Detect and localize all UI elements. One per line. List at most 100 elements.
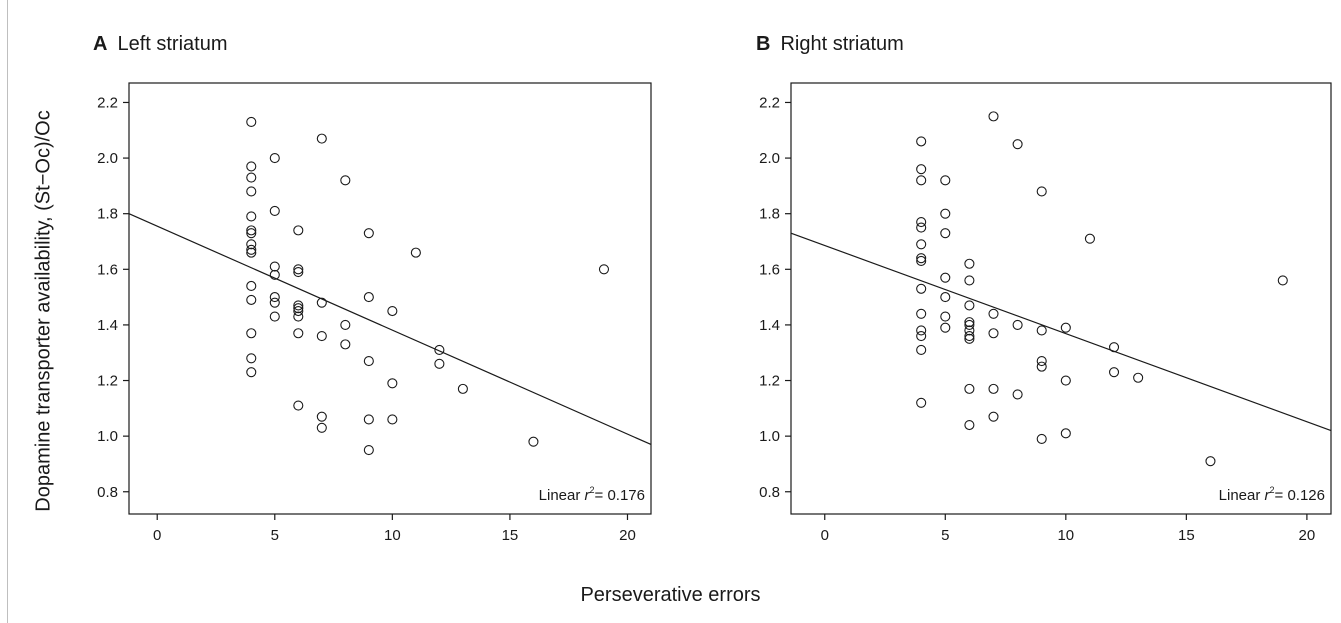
data-point	[988, 383, 999, 394]
data-point	[528, 436, 539, 447]
data-point	[246, 161, 257, 172]
panel-title-text: Right striatum	[780, 33, 903, 55]
data-point	[988, 308, 999, 319]
data-point	[363, 356, 374, 367]
data-point	[246, 367, 257, 378]
y-tick-label: 1.4	[759, 317, 780, 334]
data-point	[964, 419, 975, 431]
data-point	[269, 297, 280, 308]
annotation-r: r	[585, 487, 591, 504]
panel-letter: A	[93, 33, 107, 55]
data-point	[1108, 367, 1120, 378]
data-point	[916, 222, 927, 233]
data-point	[293, 305, 304, 317]
data-point	[246, 294, 257, 305]
data-point	[269, 292, 280, 303]
data-point	[916, 239, 927, 250]
x-tick-label: 10	[1057, 527, 1074, 544]
x-axis-label: Perseverative errors	[580, 584, 761, 606]
data-point	[363, 228, 374, 239]
x-tick-label: 0	[821, 527, 829, 544]
data-point	[363, 444, 374, 456]
data-point	[964, 258, 975, 269]
y-tick-label: 1.6	[97, 261, 118, 278]
data-point	[940, 311, 951, 322]
regression-line	[128, 213, 652, 446]
data-point	[293, 267, 304, 278]
data-point	[340, 339, 351, 350]
data-point	[916, 397, 927, 408]
data-point	[1036, 325, 1047, 336]
data-point	[246, 186, 257, 197]
data-point	[1060, 322, 1071, 333]
x-tick-label: 15	[1178, 527, 1195, 544]
y-tick-label: 2.2	[759, 94, 780, 111]
data-point	[1036, 186, 1047, 197]
y-tick-label: 1.8	[97, 206, 118, 223]
annotation-r: r	[1265, 487, 1271, 504]
x-tick-label: 5	[271, 527, 279, 544]
data-point	[988, 328, 999, 339]
data-point	[940, 272, 951, 283]
data-point	[1108, 342, 1120, 353]
data-point	[387, 378, 398, 389]
data-point	[1084, 233, 1095, 244]
y-tick-label: 1.4	[97, 317, 118, 334]
data-point	[246, 172, 257, 183]
data-point	[246, 225, 257, 236]
x-tick-label: 0	[153, 527, 161, 544]
data-point	[964, 330, 975, 342]
data-point	[387, 414, 398, 425]
data-point	[1036, 361, 1047, 372]
data-point	[410, 247, 421, 258]
data-point	[293, 225, 304, 236]
data-point	[340, 319, 351, 330]
x-tick-label: 20	[1299, 527, 1316, 544]
data-point	[964, 275, 975, 286]
data-point	[598, 264, 610, 275]
data-point	[940, 292, 951, 303]
annotation-sup: 2	[1270, 485, 1275, 495]
data-point	[1060, 428, 1071, 439]
data-point	[916, 344, 927, 355]
y-tick-label: 1.8	[759, 206, 780, 223]
data-point	[988, 111, 999, 122]
data-point	[246, 239, 257, 250]
data-point	[269, 153, 280, 164]
fit-annotation: Linear r2= 0.176	[539, 485, 645, 504]
x-tick-label: 20	[619, 527, 636, 544]
data-point	[916, 325, 927, 336]
data-point	[246, 353, 257, 364]
data-point	[964, 317, 975, 328]
y-tick-label: 2.0	[97, 150, 118, 167]
annotation-value: = 0.126	[1275, 487, 1325, 504]
data-point	[1060, 375, 1071, 386]
data-point	[1012, 389, 1023, 400]
data-point	[964, 333, 975, 344]
data-point	[988, 411, 999, 422]
data-point	[363, 414, 374, 425]
data-point	[316, 133, 327, 144]
y-tick-label: 2.0	[759, 150, 780, 167]
plot-frame	[128, 82, 652, 515]
data-point	[293, 264, 304, 275]
data-point	[1012, 139, 1023, 150]
data-point	[916, 175, 927, 186]
data-point	[293, 300, 304, 311]
data-point	[293, 328, 304, 339]
data-point	[1277, 275, 1288, 286]
data-point	[940, 175, 951, 186]
y-tick-label: 1.2	[97, 373, 118, 390]
data-point	[940, 228, 951, 239]
data-point	[964, 319, 975, 330]
annotation-value: = 0.176	[595, 487, 645, 504]
x-tick-label: 10	[384, 527, 401, 544]
data-point	[434, 358, 445, 369]
y-tick-label: 1.0	[759, 428, 780, 445]
data-point	[916, 255, 927, 267]
data-point	[363, 292, 374, 303]
data-point	[1036, 356, 1047, 367]
data-point	[316, 422, 327, 433]
data-point	[293, 400, 304, 411]
